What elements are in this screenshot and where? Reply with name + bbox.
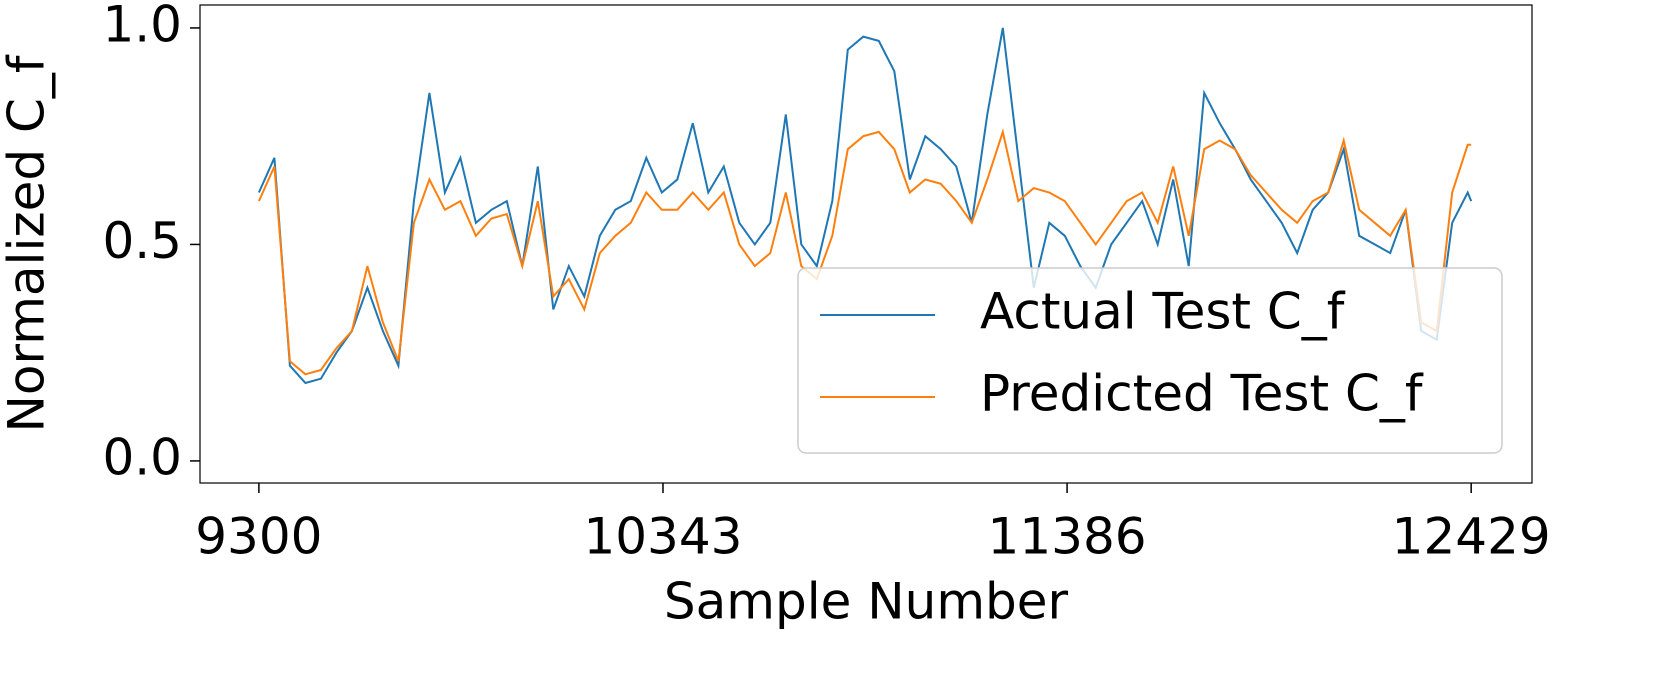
y-axis-label: Normalized C_f — [0, 54, 56, 432]
plot-frame — [199, 4, 1533, 484]
legend: Actual Test C_f Predicted Test C_f — [797, 267, 1503, 454]
y-tick-label: 0.5 — [102, 212, 182, 270]
data-line — [257, 128, 1472, 376]
x-tick-label: 11386 — [988, 508, 1147, 566]
legend-label: Predicted Test C_f — [980, 365, 1424, 423]
y-tick-label: 1.0 — [102, 0, 182, 53]
x-axis-label: Sample Number — [664, 573, 1069, 631]
legend-box — [797, 267, 1503, 454]
data-line — [257, 27, 1473, 385]
legend-label: Actual Test C_f — [980, 283, 1346, 341]
y-tick-label: 0.0 — [102, 428, 182, 486]
x-tick-label: 9300 — [195, 508, 322, 566]
x-tick-label: 12429 — [1392, 508, 1551, 566]
x-tick-label: 10343 — [583, 508, 742, 566]
